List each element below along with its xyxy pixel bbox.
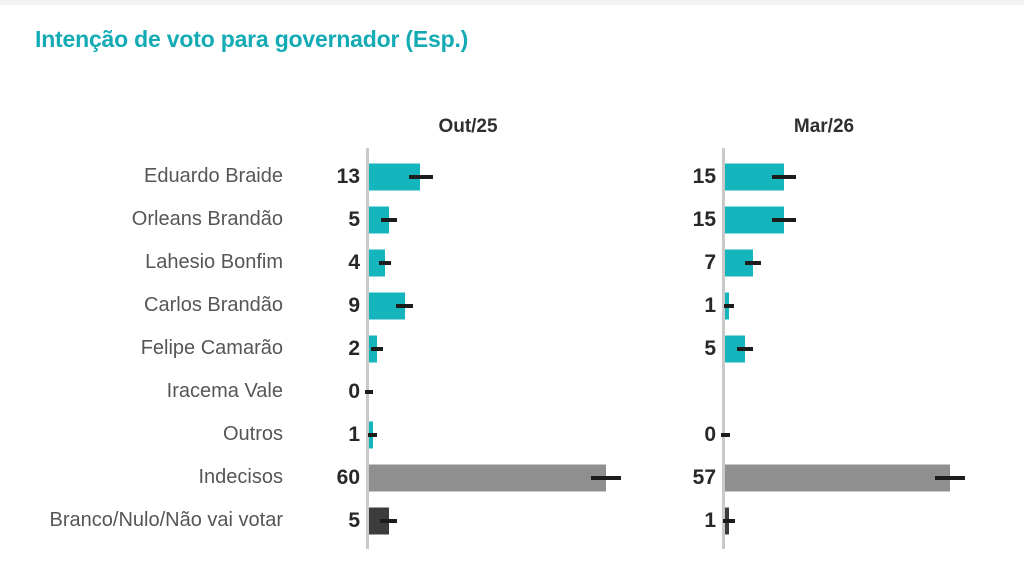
plot-area-out25 — [367, 155, 641, 198]
error-bar-mar26 — [723, 518, 736, 523]
panel-header-out25: Out/25 — [438, 116, 498, 137]
chart-row: Iracema Vale 0 — [0, 370, 1024, 413]
error-bar-mar26 — [935, 475, 966, 480]
value-label-out25: 0 — [348, 380, 360, 403]
top-strip — [0, 0, 1024, 5]
chart-title: Intenção de voto para governador (Esp.) — [35, 26, 469, 52]
error-bar-mar26 — [744, 260, 761, 265]
value-label-mar26: 5 — [704, 337, 716, 360]
plot-area-out25 — [367, 413, 641, 456]
error-bar-out25 — [408, 174, 433, 179]
chart-row: Lahesio Bonfim 4 7 — [0, 241, 1024, 284]
plot-area-out25 — [367, 499, 641, 542]
error-bar-out25 — [395, 303, 413, 308]
error-bar-out25 — [370, 346, 383, 351]
value-label-mar26: 15 — [692, 165, 716, 188]
chart-row: Outros 1 0 — [0, 413, 1024, 456]
value-label-out25: 9 — [348, 294, 360, 317]
category-label: Orleans Brandão — [131, 208, 283, 230]
plot-area-mar26 — [723, 284, 1024, 327]
value-label-mar26: 7 — [704, 251, 716, 274]
chart-row: Branco/Nulo/Não vai votar 5 1 — [0, 499, 1024, 542]
axis-line-out25 — [366, 148, 369, 549]
plot-area-mar26 — [723, 198, 1024, 241]
value-label-mar26: 1 — [704, 509, 716, 532]
plot-area-mar26 — [723, 327, 1024, 370]
value-label-mar26 — [641, 370, 723, 413]
plot-area-mar26 — [721, 413, 1024, 456]
plot-area-mar26 — [723, 499, 1024, 542]
chart-row: Indecisos 60 57 — [0, 456, 1024, 499]
error-bar-out25 — [368, 432, 378, 437]
value-label-out25: 5 — [348, 208, 360, 231]
category-label: Felipe Camarão — [140, 337, 283, 359]
bar-out25 — [369, 249, 385, 276]
error-bar-out25 — [380, 518, 398, 523]
chart-row: Orleans Brandão 5 15 — [0, 198, 1024, 241]
error-bar-mar26 — [721, 432, 730, 437]
bar-out25 — [369, 464, 606, 491]
category-label: Outros — [222, 423, 283, 445]
plot-area-out25 — [367, 456, 641, 499]
error-bar-out25 — [590, 475, 621, 480]
category-label: Lahesio Bonfim — [145, 251, 283, 273]
category-label: Branco/Nulo/Não vai votar — [49, 509, 283, 531]
plot-area-out25 — [365, 370, 641, 413]
category-label: Iracema Vale — [166, 380, 283, 402]
chart-row: Felipe Camarão 2 5 — [0, 327, 1024, 370]
category-label: Carlos Brandão — [144, 294, 283, 316]
panel-header-mar26: Mar/26 — [793, 116, 855, 137]
error-bar-out25 — [380, 217, 397, 222]
plot-area-out25 — [367, 241, 641, 284]
error-bar-mar26 — [772, 174, 797, 179]
plot-area-mar26 — [723, 241, 1024, 284]
error-bar-out25 — [365, 389, 374, 394]
error-bar-mar26 — [736, 346, 753, 351]
value-label-out25: 2 — [348, 337, 360, 360]
bar-out25 — [369, 507, 389, 534]
error-bar-out25 — [378, 260, 391, 265]
bar-mar26 — [725, 464, 950, 491]
chart-row: Carlos Brandão 9 1 — [0, 284, 1024, 327]
plot-area-mar26 — [723, 370, 1024, 413]
plot-area-mar26 — [723, 155, 1024, 198]
bar-out25 — [369, 206, 389, 233]
value-label-out25: 13 — [336, 165, 360, 188]
value-label-mar26: 1 — [704, 294, 716, 317]
value-label-mar26: 57 — [692, 466, 716, 489]
value-label-out25: 5 — [348, 509, 360, 532]
value-label-out25: 4 — [348, 251, 360, 274]
chart-rows: Eduardo Braide 13 15 Orleans Brandão 5 15 Lahe… — [0, 155, 1024, 542]
value-label-out25: 1 — [348, 423, 360, 446]
plot-area-out25 — [367, 327, 641, 370]
axis-line-mar26 — [722, 148, 725, 549]
error-bar-mar26 — [772, 217, 797, 222]
chart-row: Eduardo Braide 13 15 — [0, 155, 1024, 198]
value-label-out25: 60 — [336, 466, 360, 489]
value-label-mar26: 0 — [704, 423, 716, 446]
plot-area-mar26 — [723, 456, 1024, 499]
value-label-mar26: 15 — [692, 208, 716, 231]
category-label: Eduardo Braide — [144, 165, 283, 187]
error-bar-mar26 — [723, 303, 734, 308]
bar-mar26 — [725, 335, 745, 362]
category-label: Indecisos — [198, 466, 284, 488]
plot-area-out25 — [367, 284, 641, 327]
plot-area-out25 — [367, 198, 641, 241]
